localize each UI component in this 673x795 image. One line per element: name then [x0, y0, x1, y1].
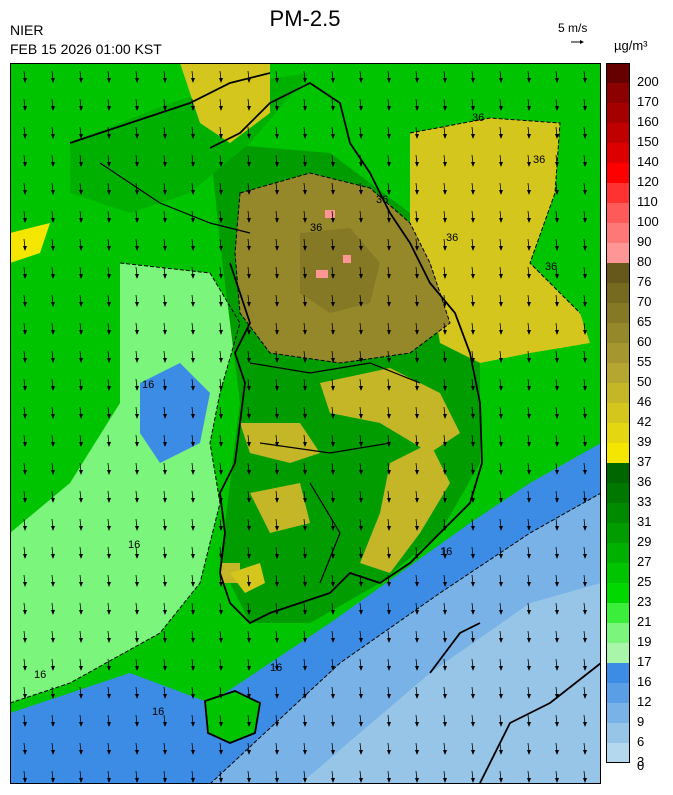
legend-swatch: [606, 303, 630, 323]
legend-swatch: [606, 183, 630, 203]
legend-swatch: [606, 723, 630, 743]
unit-label: µg/m³: [614, 38, 648, 53]
legend-swatch: [606, 403, 630, 423]
map-frame: [10, 63, 601, 784]
legend-swatch: [606, 83, 630, 103]
legend-label: 25: [637, 574, 651, 589]
legend-label: 120: [637, 174, 659, 189]
legend-swatch: [606, 63, 630, 83]
legend-swatch: [606, 483, 630, 503]
legend-label: 23: [637, 594, 651, 609]
legend-swatch: [606, 223, 630, 243]
legend-label: 90: [637, 234, 651, 249]
legend-swatch: [606, 683, 630, 703]
legend-label: 29: [637, 534, 651, 549]
pm25-map: 36 36 36 36 36 36 16 16 16 16 16 16: [10, 63, 601, 784]
legend-label: 200: [637, 74, 659, 89]
forecast-datetime: FEB 15 2026 01:00 KST: [10, 41, 162, 57]
legend-label: 39: [637, 434, 651, 449]
legend-label: 3: [637, 754, 644, 769]
legend-swatch: [606, 243, 630, 263]
legend-label: 55: [637, 354, 651, 369]
legend-label: 170: [637, 94, 659, 109]
legend-swatch: [606, 283, 630, 303]
legend-label: 36: [637, 474, 651, 489]
legend-label: 27: [637, 554, 651, 569]
wind-reference-arrow-icon: [571, 40, 584, 44]
legend-swatch: [606, 503, 630, 523]
legend-swatch: [606, 363, 630, 383]
legend-label: 100: [637, 214, 659, 229]
legend-swatch: [606, 423, 630, 443]
legend-label-bottom: 0: [637, 758, 644, 773]
legend-label: 60: [637, 334, 651, 349]
legend-swatch: [606, 623, 630, 643]
legend-label: 21: [637, 614, 651, 629]
legend-swatch: [606, 123, 630, 143]
legend-label: 12: [637, 694, 651, 709]
legend-swatch: [606, 563, 630, 583]
legend-label: 70: [637, 294, 651, 309]
legend-swatch: [606, 583, 630, 603]
legend-label: 140: [637, 154, 659, 169]
legend-swatch: [606, 143, 630, 163]
legend-label: 17: [637, 654, 651, 669]
legend-swatch: [606, 203, 630, 223]
legend-swatch: [606, 523, 630, 543]
legend-swatch: [606, 103, 630, 123]
legend-label: 80: [637, 254, 651, 269]
color-legend: 2001701601501401201101009080767065605550…: [606, 63, 659, 773]
legend-swatch: [606, 323, 630, 343]
legend-swatch: [606, 703, 630, 723]
legend-label: 19: [637, 634, 651, 649]
agency-label: NIER: [10, 22, 44, 38]
legend-label: 16: [637, 674, 651, 689]
legend-swatch: [606, 663, 630, 683]
legend-swatch: [606, 463, 630, 483]
legend-label: 6: [637, 734, 644, 749]
legend-swatch: [606, 643, 630, 663]
wind-vectors: [10, 63, 601, 784]
legend-label: 160: [637, 114, 659, 129]
legend-swatch: [606, 603, 630, 623]
legend-swatch: [606, 343, 630, 363]
legend-frame: [606, 63, 630, 763]
legend-label: 110: [637, 194, 658, 209]
legend-swatch: [606, 443, 630, 463]
map-title: PM-2.5: [269, 6, 341, 31]
wind-reference-label: 5 m/s: [558, 21, 588, 35]
legend-swatch: [606, 543, 630, 563]
legend-label: 42: [637, 414, 651, 429]
legend-label: 31: [637, 514, 651, 529]
legend-label: 33: [637, 494, 651, 509]
legend-label: 37: [637, 454, 651, 469]
legend-label: 50: [637, 374, 651, 389]
legend-label: 150: [637, 134, 659, 149]
legend-label: 9: [637, 714, 644, 729]
legend-label: 76: [637, 274, 651, 289]
legend-swatch: [606, 263, 630, 283]
legend-swatch: [606, 743, 630, 763]
legend-swatch: [606, 383, 630, 403]
legend-swatch: [606, 163, 630, 183]
legend-label: 65: [637, 314, 651, 329]
legend-label: 46: [637, 394, 651, 409]
